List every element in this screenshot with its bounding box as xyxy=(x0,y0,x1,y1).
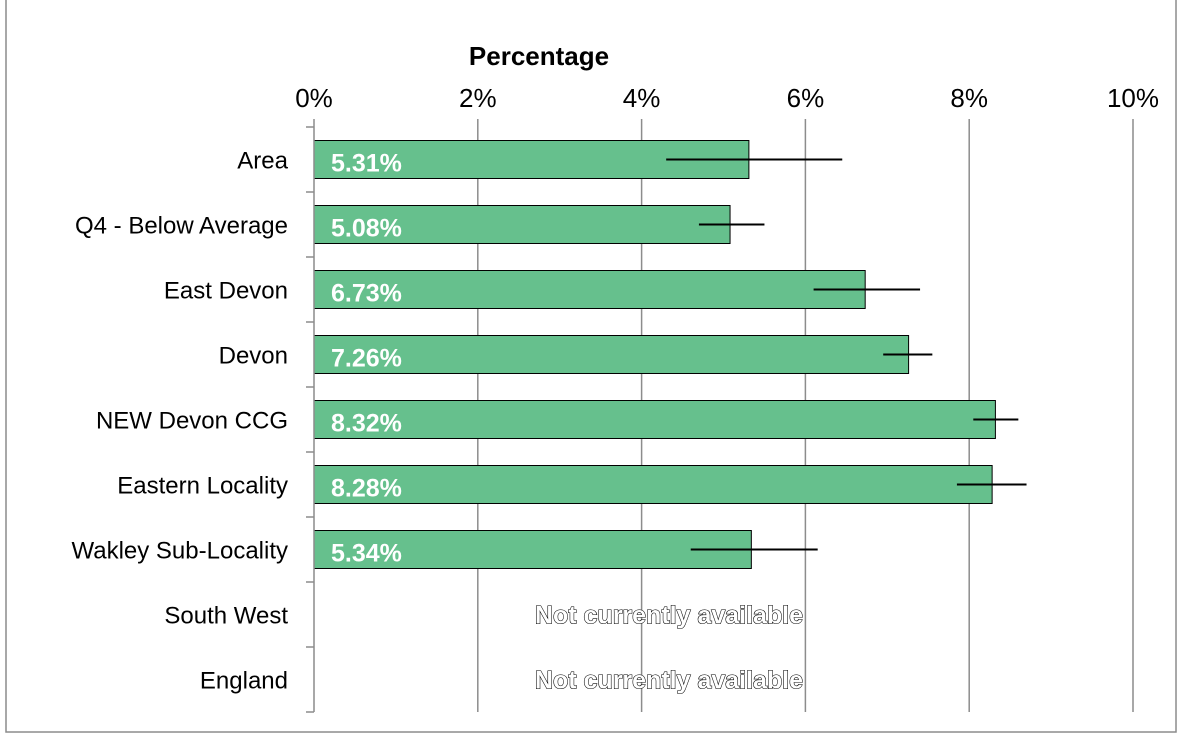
category-label: Area xyxy=(237,148,288,175)
category-label: South West xyxy=(164,603,288,630)
category-label: Devon xyxy=(219,343,288,370)
x-tick-label: 4% xyxy=(623,83,661,113)
x-tick-label: 2% xyxy=(459,83,497,113)
bar-data-label: 7.26% xyxy=(331,345,402,373)
bar xyxy=(313,205,731,244)
x-tick-label: 6% xyxy=(787,83,825,113)
bar xyxy=(313,465,993,504)
bar-data-label: 5.08% xyxy=(331,215,402,243)
bar-data-label: 8.28% xyxy=(331,475,402,503)
category-label: England xyxy=(200,668,288,695)
error-bars xyxy=(666,158,1027,551)
x-tick-label: 8% xyxy=(950,83,988,113)
bar-data-label: 8.32% xyxy=(331,410,402,438)
bar-data-label: 6.73% xyxy=(331,280,402,308)
x-axis-title: Percentage xyxy=(469,41,609,71)
axes xyxy=(306,119,1134,713)
category-label: East Devon xyxy=(164,278,288,305)
category-label: NEW Devon CCG xyxy=(96,408,288,435)
category-label: Wakley Sub-Locality xyxy=(71,538,288,565)
not-available-label: Not currently available xyxy=(535,667,803,695)
bar-data-label: 5.34% xyxy=(331,540,402,568)
x-tick-label: 10% xyxy=(1107,83,1159,113)
category-label: Eastern Locality xyxy=(117,473,288,500)
not-available-label: Not currently available xyxy=(535,602,803,630)
bar xyxy=(313,530,752,569)
bar xyxy=(313,335,910,374)
labels: 0% 2% 4% 6% 8% 10% Area 5.31% Q4 - Below Average… xyxy=(71,83,1159,695)
category-label: Q4 - Below Average xyxy=(75,213,288,240)
bar xyxy=(313,400,996,439)
bar xyxy=(313,270,866,309)
bar-data-label: 5.31% xyxy=(331,150,402,178)
x-tick-label: 0% xyxy=(295,83,333,113)
